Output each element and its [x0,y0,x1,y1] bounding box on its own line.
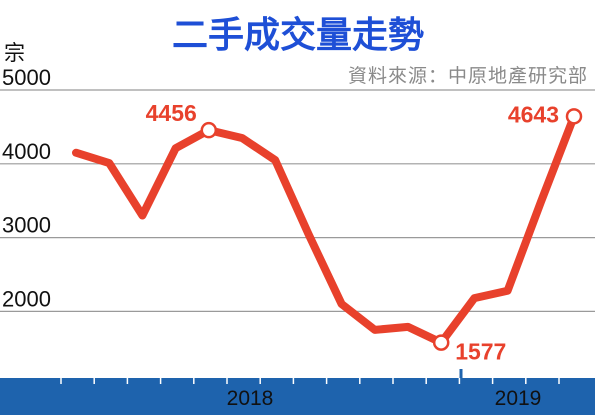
chart-source: 資料來源：中原地產研究部 [348,65,588,87]
y-tick-label: 4000 [2,139,51,164]
data-point-marker [432,334,450,351]
y-tick-label: 5000 [2,65,51,90]
y-tick-labels: 2000 3000 4000 5000 [2,65,51,311]
x-ticks: 2018 2019 [60,369,560,410]
data-point-marker [565,108,583,125]
data-point-marker [200,121,218,139]
y-tick-label: 2000 [2,286,51,311]
x-axis-bar [0,378,595,415]
y-axis-unit: 宗 [4,41,25,65]
data-label: 4643 [508,101,559,127]
x-tick-label: 2018 [227,387,274,410]
series-line [72,112,578,347]
data-label: 4456 [146,100,197,126]
x-tick-label: 2019 [495,387,542,410]
chart-title: 二手成交量走勢 [172,14,424,56]
series-layer: 4456 1577 4643 [72,98,583,367]
data-label: 1577 [455,339,506,365]
y-tick-label: 3000 [2,213,51,238]
